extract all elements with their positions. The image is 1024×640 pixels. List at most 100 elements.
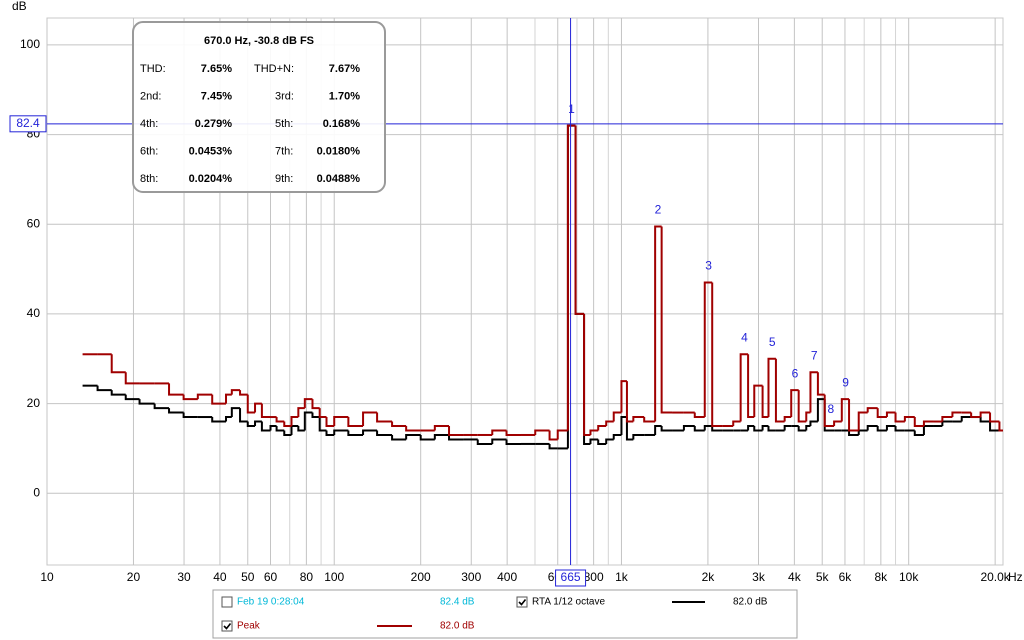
step-segment	[605, 420, 614, 427]
step-segment	[283, 430, 292, 436]
step-segment	[260, 421, 271, 432]
step-segment	[767, 426, 776, 432]
step-segment	[774, 358, 785, 423]
info-label: 6th:	[140, 145, 158, 157]
harmonic-marker: 4	[741, 330, 748, 344]
step-segment	[246, 394, 256, 414]
step-segment	[230, 389, 241, 395]
legend-name: RTA 1/12 octave	[532, 597, 605, 608]
info-title: 670.0 Hz, -30.8 dB FS	[204, 35, 314, 47]
step-segment	[857, 429, 868, 435]
step-segment	[491, 438, 507, 444]
x-tick-label: 300	[461, 570, 481, 584]
step-segment	[797, 426, 807, 432]
step-segment	[739, 353, 749, 422]
x-tick-label: 10k	[899, 570, 919, 584]
step-segment	[297, 407, 305, 418]
step-segment	[275, 426, 285, 432]
step-segment	[767, 357, 776, 418]
step-segment	[711, 282, 723, 428]
step-segment	[325, 417, 335, 428]
harmonic-marker: 9	[842, 375, 849, 389]
step-segment	[491, 429, 507, 435]
step-segment	[597, 425, 607, 431]
legend-name: Feb 19 0:28:04	[237, 597, 305, 608]
legend-frame	[212, 589, 798, 639]
y-tick-label: 100	[20, 37, 40, 51]
step-segment	[239, 390, 248, 396]
info-label: THD:	[140, 63, 166, 75]
step-segment	[612, 433, 622, 440]
step-segment	[703, 281, 713, 418]
step-segment	[534, 429, 550, 435]
checkmark	[518, 599, 527, 606]
harmonic-marker: 6	[792, 366, 799, 380]
step-segment	[254, 402, 262, 413]
step-segment	[747, 425, 755, 431]
step-segment	[583, 313, 591, 436]
x-tick-label: 10	[40, 570, 54, 584]
checkmark	[223, 623, 232, 630]
step-segment	[761, 425, 769, 431]
x-tick-label: 1k	[615, 570, 629, 584]
step-segment	[419, 434, 435, 441]
info-value: 0.168%	[323, 118, 361, 130]
legend-checkbox[interactable]	[221, 596, 233, 608]
step-segment	[632, 433, 645, 440]
step-segment	[857, 411, 868, 431]
legend-level: 82.0 dB	[440, 621, 475, 632]
step-segment	[941, 416, 953, 422]
step-segment	[620, 380, 627, 413]
step-segment	[239, 408, 248, 423]
step-segment	[124, 372, 140, 385]
step-segment	[347, 417, 364, 428]
step-segment	[110, 390, 126, 396]
y-tick-label: 20	[27, 396, 41, 410]
y-tick-label: 40	[27, 306, 41, 320]
step-segment	[376, 430, 393, 436]
info-label: 7th:	[275, 145, 293, 157]
step-segment	[153, 403, 170, 410]
info-label: 9th:	[275, 173, 293, 185]
step-segment	[211, 417, 227, 423]
step-segment	[362, 411, 378, 427]
step-segment	[809, 371, 818, 413]
step-segment	[574, 125, 585, 315]
step-segment	[848, 430, 859, 436]
step-segment	[620, 416, 627, 435]
series	[82, 124, 1003, 450]
step-segment	[654, 425, 662, 435]
x-tick-label: 6k	[839, 570, 853, 584]
step-segment	[989, 421, 1000, 432]
y-tick-label: 0	[33, 485, 40, 499]
step-segment	[260, 403, 271, 419]
step-segment	[196, 393, 213, 400]
step-segment	[433, 425, 450, 431]
legend-level: 82.0 dB	[733, 597, 768, 608]
step-segment	[347, 430, 364, 436]
step-segment	[311, 412, 320, 419]
step-segment	[960, 416, 972, 422]
step-segment	[589, 429, 599, 435]
step-segment	[505, 430, 522, 436]
step-segment	[876, 426, 887, 432]
step-segment	[783, 416, 792, 422]
legend-checkbox[interactable]	[516, 596, 528, 608]
step-segment	[362, 429, 378, 435]
step-segment	[632, 416, 645, 422]
info-label: 5th:	[275, 118, 293, 130]
step-segment	[816, 372, 825, 396]
info-label: 2nd:	[140, 90, 161, 102]
legend-name: Peak	[237, 621, 261, 632]
step-segment	[913, 417, 924, 428]
step-segment	[625, 381, 634, 423]
legend-checkbox[interactable]	[221, 620, 233, 632]
step-segment	[693, 426, 705, 432]
info-value: 0.0180%	[317, 145, 361, 157]
step-segment	[783, 425, 792, 431]
cursor-y-label: 82.4	[16, 116, 40, 130]
step-segment	[840, 398, 850, 422]
step-segment	[747, 354, 755, 419]
x-tick-label: 60	[264, 570, 278, 584]
legend-level: 82.4 dB	[440, 597, 475, 608]
